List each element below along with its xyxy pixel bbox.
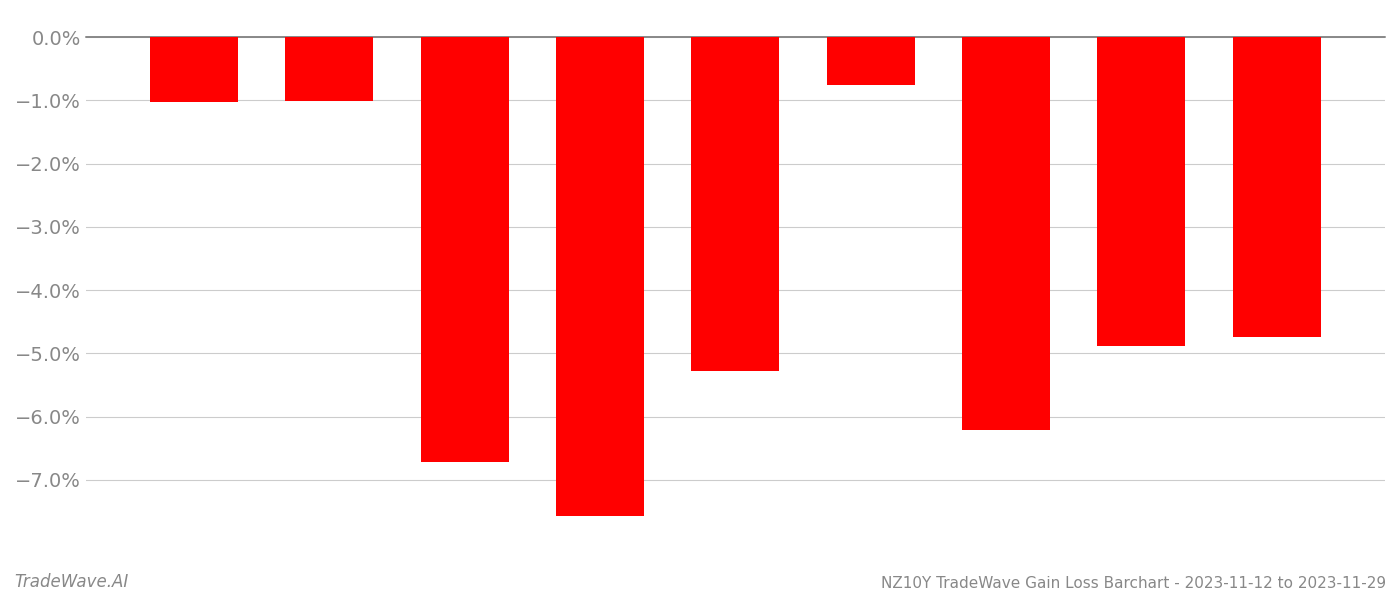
Bar (150, 37, 238, 101)
Text: NZ10Y TradeWave Gain Loss Barchart - 2023-11-12 to 2023-11-29: NZ10Y TradeWave Gain Loss Barchart - 202… (881, 576, 1386, 591)
Text: TradeWave.AI: TradeWave.AI (14, 573, 129, 591)
Bar (692, 37, 780, 371)
Bar (827, 37, 914, 85)
Bar (962, 37, 1050, 430)
Bar (556, 37, 644, 517)
Bar (286, 37, 374, 101)
Bar (421, 37, 508, 462)
Bar (1098, 37, 1186, 346)
Bar (1233, 37, 1320, 337)
